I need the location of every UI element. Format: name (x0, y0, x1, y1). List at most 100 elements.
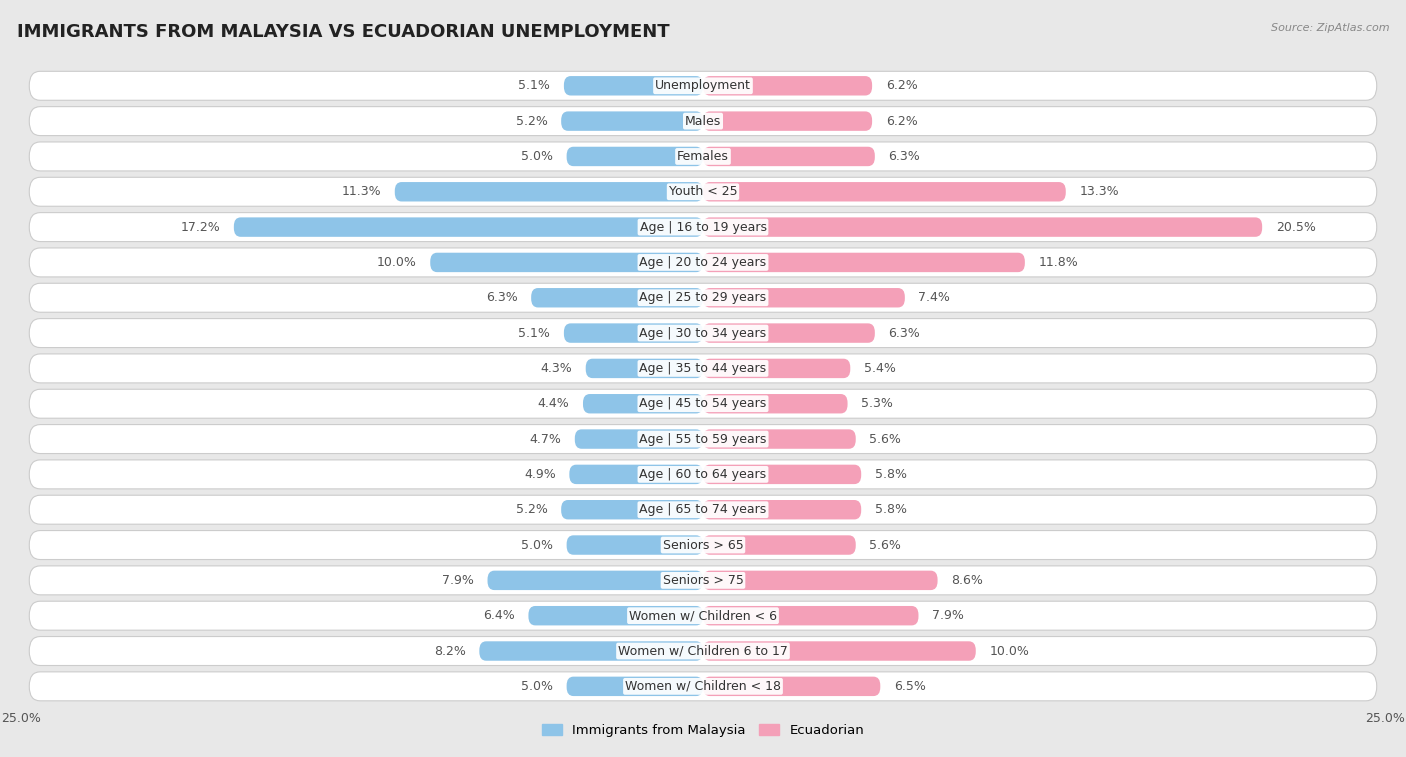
FancyBboxPatch shape (703, 76, 872, 95)
Text: 6.2%: 6.2% (886, 114, 918, 128)
FancyBboxPatch shape (531, 288, 703, 307)
FancyBboxPatch shape (561, 111, 703, 131)
FancyBboxPatch shape (529, 606, 703, 625)
Text: 20.5%: 20.5% (1275, 220, 1316, 234)
FancyBboxPatch shape (703, 677, 880, 696)
FancyBboxPatch shape (703, 359, 851, 378)
FancyBboxPatch shape (30, 71, 1376, 100)
FancyBboxPatch shape (30, 283, 1376, 312)
Text: 13.3%: 13.3% (1080, 185, 1119, 198)
Text: 6.3%: 6.3% (485, 291, 517, 304)
Text: 5.2%: 5.2% (516, 114, 547, 128)
Text: 5.4%: 5.4% (863, 362, 896, 375)
FancyBboxPatch shape (30, 213, 1376, 241)
FancyBboxPatch shape (561, 500, 703, 519)
FancyBboxPatch shape (703, 147, 875, 167)
FancyBboxPatch shape (703, 500, 862, 519)
FancyBboxPatch shape (30, 177, 1376, 206)
Text: Age | 25 to 29 years: Age | 25 to 29 years (640, 291, 766, 304)
FancyBboxPatch shape (30, 460, 1376, 489)
Text: IMMIGRANTS FROM MALAYSIA VS ECUADORIAN UNEMPLOYMENT: IMMIGRANTS FROM MALAYSIA VS ECUADORIAN U… (17, 23, 669, 41)
Text: Unemployment: Unemployment (655, 79, 751, 92)
Text: Source: ZipAtlas.com: Source: ZipAtlas.com (1271, 23, 1389, 33)
Text: Males: Males (685, 114, 721, 128)
FancyBboxPatch shape (703, 182, 1066, 201)
Text: 5.0%: 5.0% (522, 538, 553, 552)
Text: Seniors > 65: Seniors > 65 (662, 538, 744, 552)
Text: Age | 60 to 64 years: Age | 60 to 64 years (640, 468, 766, 481)
FancyBboxPatch shape (30, 425, 1376, 453)
FancyBboxPatch shape (703, 641, 976, 661)
FancyBboxPatch shape (569, 465, 703, 484)
Text: 4.9%: 4.9% (524, 468, 555, 481)
FancyBboxPatch shape (30, 107, 1376, 136)
FancyBboxPatch shape (430, 253, 703, 273)
Text: 6.3%: 6.3% (889, 150, 921, 163)
Text: 10.0%: 10.0% (990, 644, 1029, 658)
Text: Women w/ Children < 6: Women w/ Children < 6 (628, 609, 778, 622)
FancyBboxPatch shape (564, 76, 703, 95)
Text: 4.3%: 4.3% (540, 362, 572, 375)
Text: Seniors > 75: Seniors > 75 (662, 574, 744, 587)
Text: 7.9%: 7.9% (932, 609, 965, 622)
Legend: Immigrants from Malaysia, Ecuadorian: Immigrants from Malaysia, Ecuadorian (537, 718, 869, 742)
FancyBboxPatch shape (395, 182, 703, 201)
Text: Age | 35 to 44 years: Age | 35 to 44 years (640, 362, 766, 375)
FancyBboxPatch shape (703, 535, 856, 555)
FancyBboxPatch shape (479, 641, 703, 661)
Text: 8.2%: 8.2% (434, 644, 465, 658)
FancyBboxPatch shape (30, 319, 1376, 347)
Text: 5.0%: 5.0% (522, 150, 553, 163)
FancyBboxPatch shape (703, 429, 856, 449)
Text: 8.6%: 8.6% (952, 574, 983, 587)
Text: Age | 20 to 24 years: Age | 20 to 24 years (640, 256, 766, 269)
FancyBboxPatch shape (703, 465, 862, 484)
Text: Age | 55 to 59 years: Age | 55 to 59 years (640, 432, 766, 446)
Text: 5.6%: 5.6% (869, 538, 901, 552)
FancyBboxPatch shape (30, 389, 1376, 418)
FancyBboxPatch shape (703, 323, 875, 343)
Text: 6.4%: 6.4% (484, 609, 515, 622)
FancyBboxPatch shape (30, 601, 1376, 630)
Text: 4.7%: 4.7% (529, 432, 561, 446)
Text: 5.8%: 5.8% (875, 503, 907, 516)
Text: Age | 16 to 19 years: Age | 16 to 19 years (640, 220, 766, 234)
Text: 5.8%: 5.8% (875, 468, 907, 481)
Text: Age | 45 to 54 years: Age | 45 to 54 years (640, 397, 766, 410)
Text: Women w/ Children < 18: Women w/ Children < 18 (626, 680, 780, 693)
Text: Women w/ Children 6 to 17: Women w/ Children 6 to 17 (619, 644, 787, 658)
FancyBboxPatch shape (567, 535, 703, 555)
FancyBboxPatch shape (30, 142, 1376, 171)
Text: 5.6%: 5.6% (869, 432, 901, 446)
FancyBboxPatch shape (30, 637, 1376, 665)
FancyBboxPatch shape (703, 606, 918, 625)
FancyBboxPatch shape (586, 359, 703, 378)
Text: 6.2%: 6.2% (886, 79, 918, 92)
Text: 4.4%: 4.4% (537, 397, 569, 410)
Text: 11.3%: 11.3% (342, 185, 381, 198)
FancyBboxPatch shape (567, 147, 703, 167)
FancyBboxPatch shape (703, 253, 1025, 273)
FancyBboxPatch shape (703, 288, 905, 307)
Text: Age | 65 to 74 years: Age | 65 to 74 years (640, 503, 766, 516)
Text: 6.3%: 6.3% (889, 326, 921, 340)
Text: 5.1%: 5.1% (519, 79, 550, 92)
Text: Age | 30 to 34 years: Age | 30 to 34 years (640, 326, 766, 340)
FancyBboxPatch shape (575, 429, 703, 449)
Text: 5.2%: 5.2% (516, 503, 547, 516)
FancyBboxPatch shape (488, 571, 703, 590)
FancyBboxPatch shape (30, 672, 1376, 701)
FancyBboxPatch shape (30, 531, 1376, 559)
FancyBboxPatch shape (30, 354, 1376, 383)
FancyBboxPatch shape (703, 111, 872, 131)
Text: 6.5%: 6.5% (894, 680, 925, 693)
Text: 7.9%: 7.9% (441, 574, 474, 587)
FancyBboxPatch shape (233, 217, 703, 237)
Text: 17.2%: 17.2% (180, 220, 221, 234)
Text: 11.8%: 11.8% (1039, 256, 1078, 269)
Text: 7.4%: 7.4% (918, 291, 950, 304)
FancyBboxPatch shape (703, 217, 1263, 237)
FancyBboxPatch shape (30, 248, 1376, 277)
Text: Youth < 25: Youth < 25 (669, 185, 737, 198)
FancyBboxPatch shape (567, 677, 703, 696)
